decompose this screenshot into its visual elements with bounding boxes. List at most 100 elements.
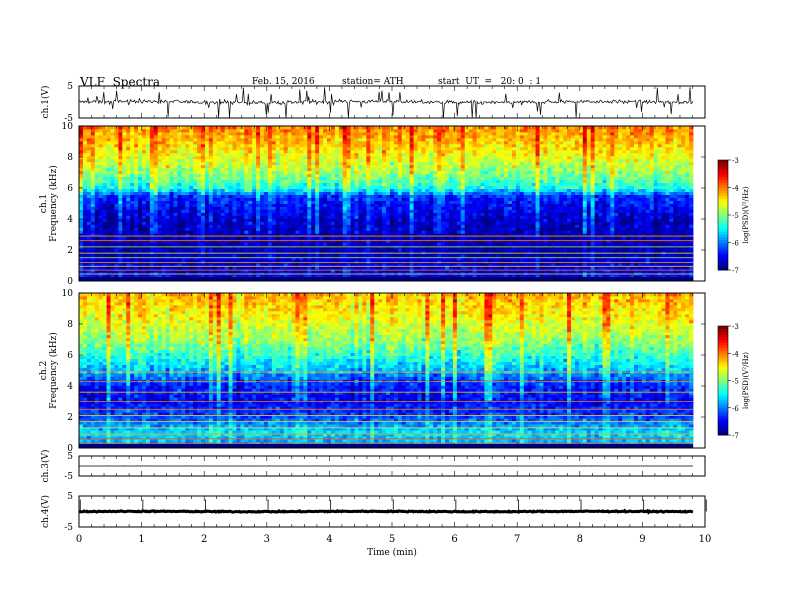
spectrogram-cell <box>197 257 202 261</box>
spectrogram-cell <box>169 248 174 252</box>
spectrogram-cell <box>79 233 84 237</box>
spectrogram-cell <box>464 254 470 258</box>
spectrogram-cell <box>303 194 308 198</box>
spectrogram-cell <box>433 224 438 228</box>
spectrogram-cell <box>342 194 348 198</box>
spectrogram-cell <box>165 254 170 258</box>
spectrogram-cell <box>535 224 540 228</box>
spectrogram-cell <box>252 269 257 273</box>
spectrogram-cell <box>586 209 592 213</box>
spectrogram-cell <box>110 209 115 213</box>
spectrogram-cell <box>649 194 655 198</box>
spectrogram-cell <box>118 275 123 279</box>
spectrogram-cell <box>295 209 300 213</box>
spectrogram-cell <box>244 209 249 213</box>
spectrogram-cell <box>232 221 237 225</box>
spectrogram-cell <box>472 212 477 216</box>
spectrogram-cell <box>547 215 552 219</box>
spectrogram-cell <box>645 188 651 192</box>
spectrogram-cell <box>114 188 119 192</box>
spectrogram-cell <box>157 266 163 270</box>
spectrogram-cell <box>236 248 241 252</box>
spectrogram-cell <box>177 203 182 207</box>
spectrogram-cell <box>508 218 513 222</box>
spectrogram-cell <box>590 257 596 261</box>
spectrogram-cell <box>586 269 592 273</box>
spectrogram-cell <box>287 227 292 231</box>
spectrogram-cell <box>630 254 635 258</box>
spectrogram-cell <box>283 203 289 207</box>
spectrogram-cell <box>480 236 485 240</box>
spectrogram-cell <box>633 227 639 231</box>
spectrogram-cell <box>397 260 403 264</box>
spectrogram-cell <box>338 200 344 204</box>
spectrogram-cell <box>535 233 540 237</box>
spectrogram-cell <box>141 260 147 264</box>
spectrogram-cell <box>338 230 344 234</box>
spectrogram-cell <box>393 212 399 216</box>
spectrogram-cell <box>661 236 666 240</box>
spectrogram-cell <box>240 275 245 279</box>
spectrogram-cell <box>468 215 473 219</box>
spectrogram-cell <box>559 266 564 270</box>
spectrogram-cell <box>291 257 296 261</box>
spectrogram-cell <box>98 215 104 219</box>
spectrogram-cell <box>185 260 190 264</box>
spectrogram-cell <box>102 269 107 273</box>
spectrogram-cell <box>472 215 477 219</box>
spectrogram-cell <box>433 275 438 279</box>
spectrogram-cell <box>519 260 525 264</box>
spectrogram-cell <box>149 275 155 279</box>
spectrogram-cell <box>326 236 332 240</box>
spectrogram-cell <box>354 206 359 210</box>
spectrogram-cell <box>82 221 88 225</box>
spectrogram-cell <box>224 275 229 279</box>
spectrogram-cell <box>283 242 289 246</box>
spectrogram-cell <box>480 263 485 267</box>
spectrogram-cell <box>630 263 635 267</box>
spectrogram-cell <box>630 260 635 264</box>
spectrogram-cell <box>685 224 690 228</box>
spectrogram-cell <box>236 191 241 195</box>
spectrogram-cell <box>389 224 395 228</box>
spectrogram-cell <box>633 236 639 240</box>
spectrogram-cell <box>468 224 473 228</box>
spectrogram-cell <box>342 257 348 261</box>
spectrogram-cell <box>685 260 690 264</box>
spectrogram-cell <box>177 236 182 240</box>
spectrogram-cell <box>224 260 229 264</box>
spectrogram-cell <box>574 227 580 231</box>
spectrogram-cell <box>358 212 363 216</box>
spectrogram-cell <box>456 269 462 273</box>
spectrogram-cell <box>102 191 107 195</box>
spectrogram-cell <box>157 224 163 228</box>
spectrogram-cell <box>421 203 426 207</box>
spectrogram-cell <box>539 194 544 198</box>
spectrogram-cell <box>594 212 599 216</box>
spectrogram-cell <box>256 215 261 219</box>
spectrogram-cell <box>260 242 265 246</box>
spectrogram-cell <box>543 242 548 246</box>
spectrogram-cell <box>370 200 375 204</box>
spectrogram-cell <box>248 254 253 258</box>
spectrogram-cell <box>689 242 694 246</box>
spectrogram-cell <box>90 260 96 264</box>
spectrogram-cell <box>90 203 96 207</box>
spectrogram-cell <box>492 188 497 192</box>
spectrogram-cell <box>452 215 458 219</box>
spectrogram-cell <box>606 215 611 219</box>
spectrogram-cell <box>633 266 639 270</box>
spectrogram-cell <box>260 197 265 201</box>
spectrogram-cell <box>460 260 466 264</box>
spectrogram-cell <box>417 191 422 195</box>
spectrogram-cell <box>122 263 127 267</box>
spectrogram-cell <box>657 206 662 210</box>
spectrogram-cell <box>378 227 383 231</box>
spectrogram-cell <box>673 254 678 258</box>
spectrogram-cell <box>645 206 651 210</box>
spectrogram-cell <box>149 269 155 273</box>
spectrogram-cell <box>197 209 202 213</box>
spectrogram-cell <box>452 227 458 231</box>
spectrogram-cell <box>79 230 84 234</box>
spectrogram-cell <box>311 257 316 261</box>
